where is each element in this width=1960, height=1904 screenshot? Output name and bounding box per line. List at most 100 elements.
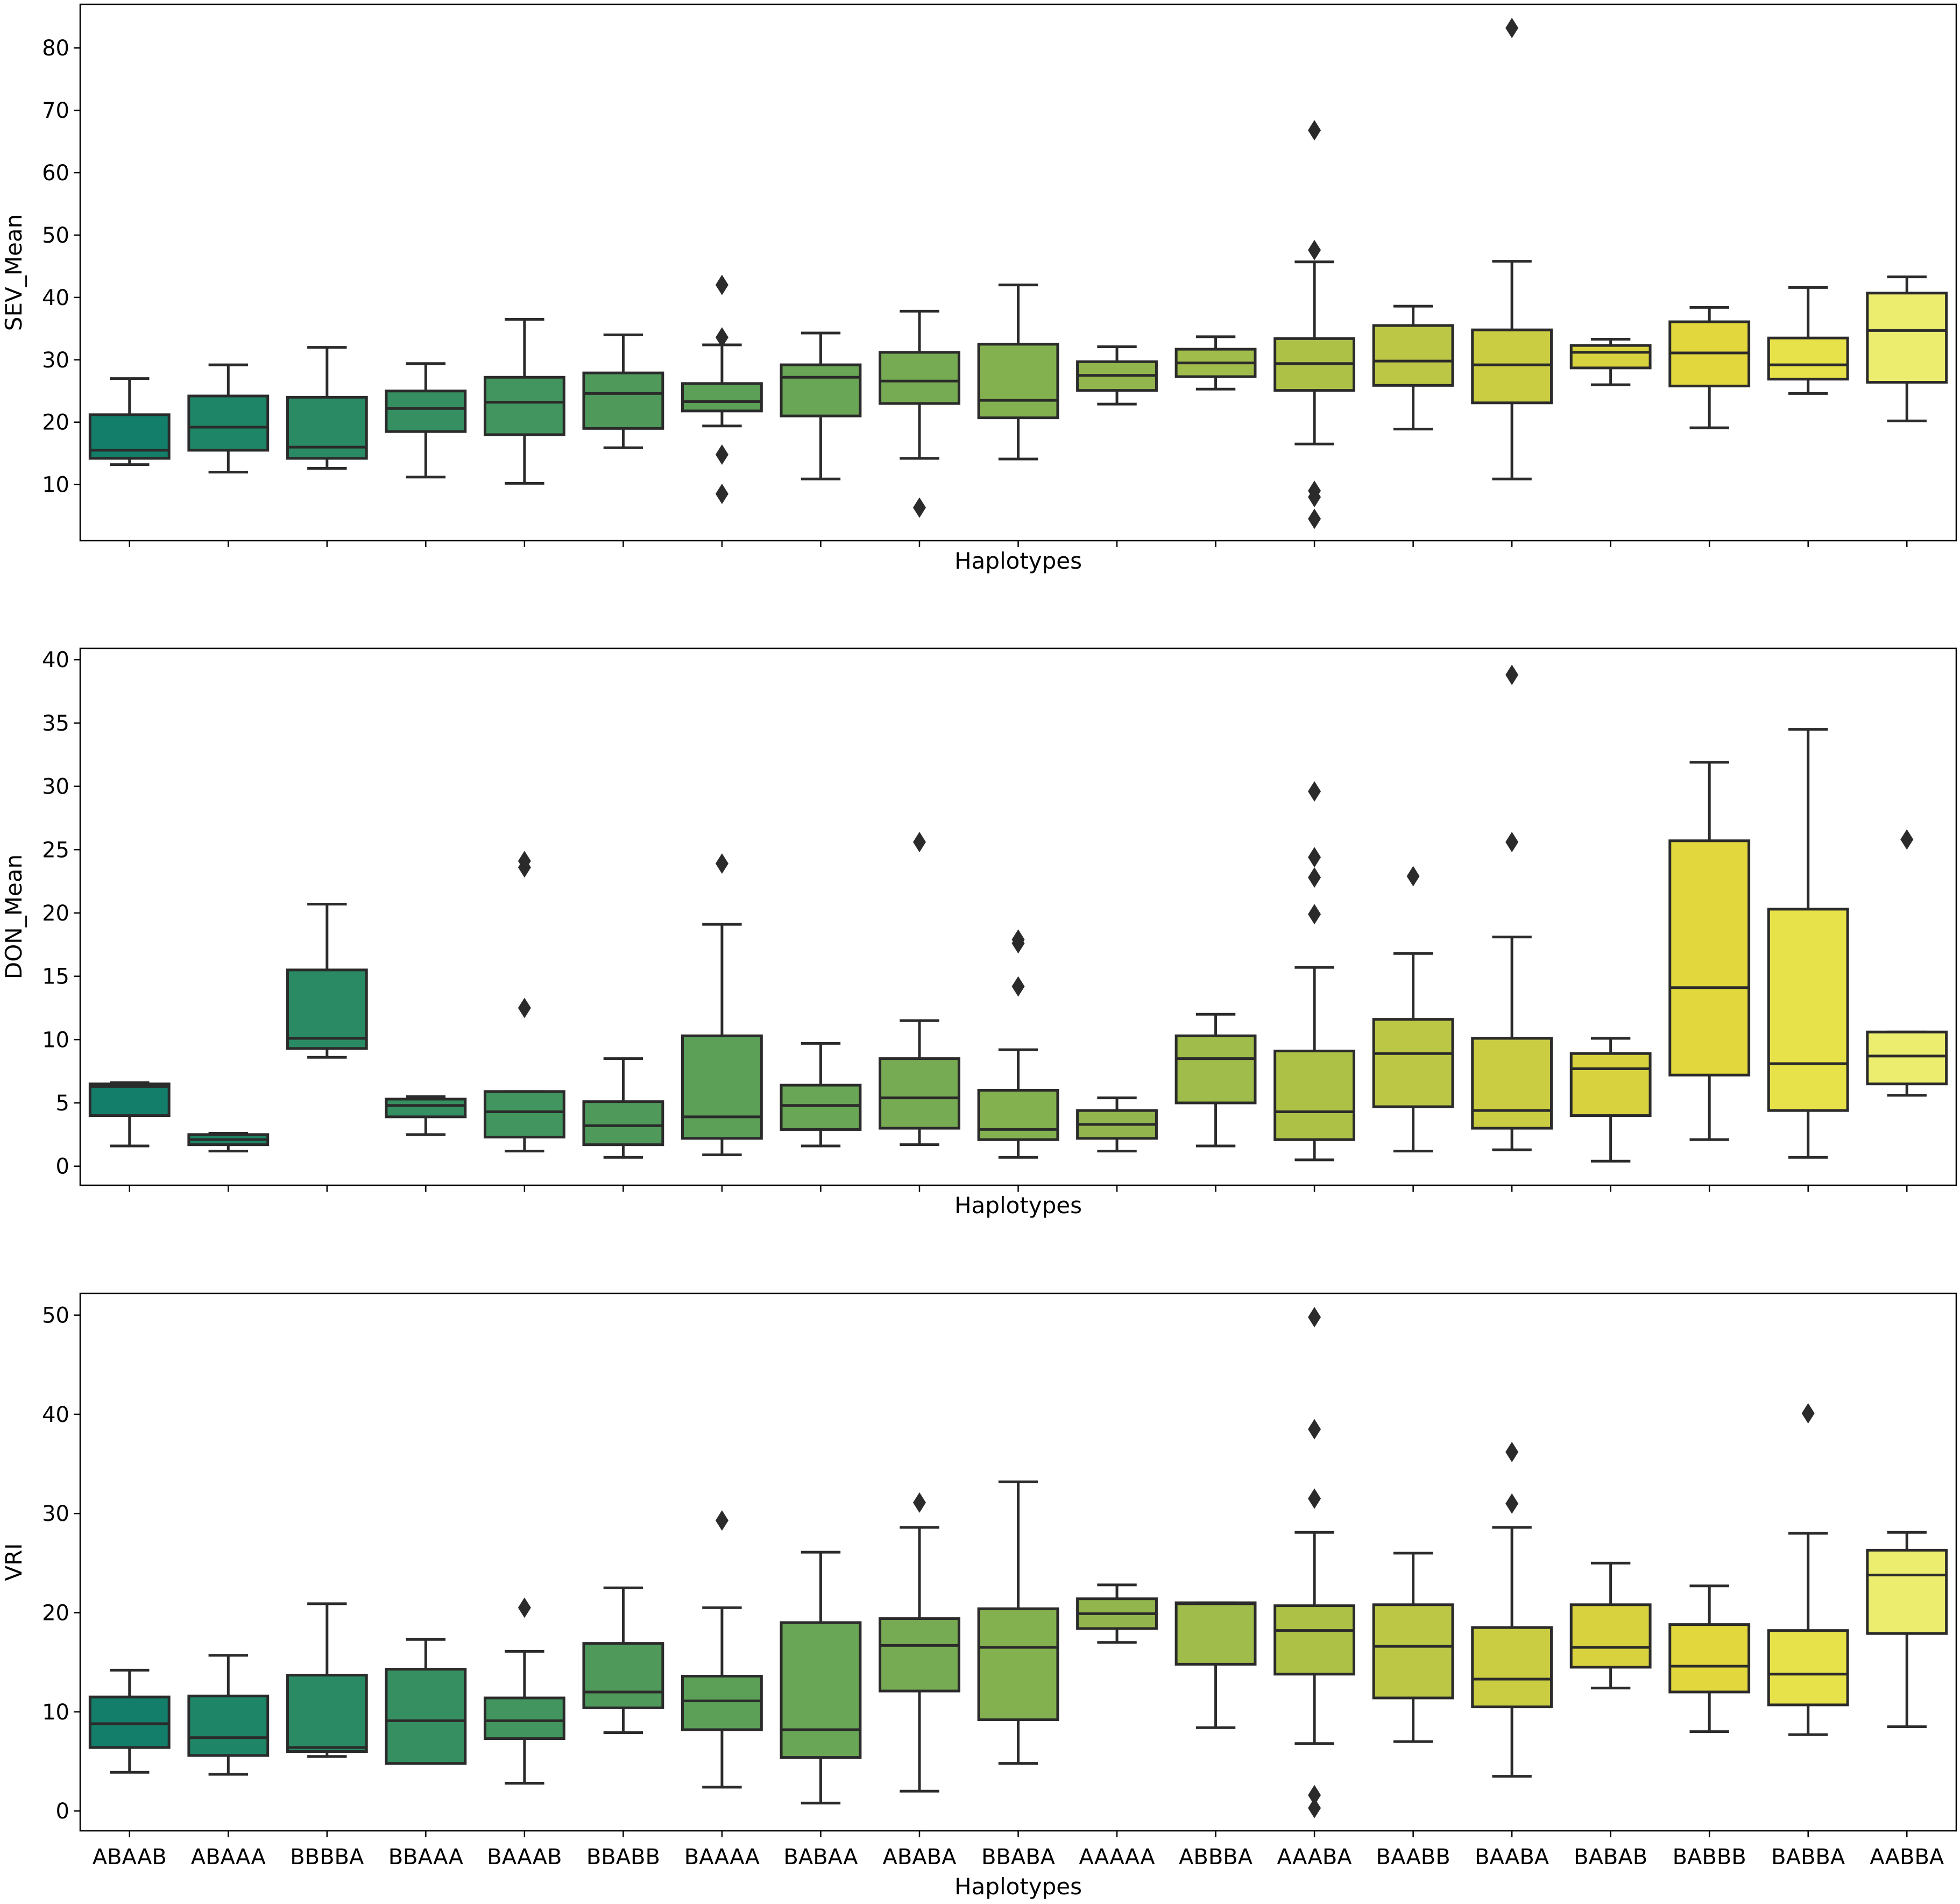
y-tick-label: 70 bbox=[42, 98, 69, 123]
y-axis-title: VRI bbox=[1, 1543, 27, 1581]
box-ABAAA bbox=[187, 363, 270, 473]
box-iqr bbox=[483, 1696, 565, 1740]
box-iqr bbox=[385, 390, 467, 433]
outlier-point bbox=[1011, 933, 1025, 954]
box-BAABB bbox=[1372, 866, 1454, 1152]
box-BBABA bbox=[977, 1480, 1059, 1765]
outlier-point bbox=[1505, 18, 1519, 39]
box-BBABA bbox=[977, 284, 1059, 461]
box-iqr bbox=[977, 1088, 1059, 1141]
box-BBABB bbox=[582, 333, 664, 449]
box-iqr bbox=[1174, 1034, 1257, 1105]
y-tick-label: 50 bbox=[42, 1304, 69, 1328]
box-AAAAA bbox=[1076, 1096, 1158, 1152]
outlier-point bbox=[1308, 847, 1321, 868]
panel-2: 0 5 10 15 20 25 30 35 40 Haplotypes DON_Mean bbox=[1, 647, 1957, 1219]
outlier-point bbox=[715, 274, 728, 295]
box-BABAB bbox=[1569, 1037, 1652, 1163]
box-iqr bbox=[1866, 1030, 1948, 1086]
box-iqr bbox=[681, 382, 763, 413]
box-iqr bbox=[1372, 1603, 1454, 1700]
x-tick-label: BAAAB bbox=[487, 1845, 562, 1870]
box-iqr bbox=[1767, 336, 1849, 381]
box-ABAAB bbox=[88, 377, 171, 466]
box-iqr bbox=[88, 413, 171, 460]
box-iqr bbox=[780, 363, 862, 417]
box-iqr bbox=[1767, 908, 1849, 1112]
box-ABBBA bbox=[1174, 335, 1257, 391]
box-BBABB bbox=[582, 1586, 664, 1735]
y-tick-label: 40 bbox=[42, 1403, 69, 1427]
y-tick-label: 30 bbox=[42, 348, 69, 373]
box-BABAA bbox=[780, 1042, 862, 1148]
outlier-point bbox=[715, 853, 728, 874]
box-iqr bbox=[385, 1668, 467, 1765]
box-BABAA bbox=[780, 1551, 862, 1804]
outlier-point bbox=[715, 484, 728, 505]
x-tick-label: BBABA bbox=[981, 1845, 1056, 1870]
box-ABABA bbox=[879, 832, 960, 1146]
box-iqr bbox=[1372, 324, 1454, 387]
outlier-point bbox=[912, 1492, 926, 1513]
outlier-point bbox=[1308, 867, 1321, 888]
box-BAABA bbox=[1471, 1441, 1553, 1778]
y-tick-label: 0 bbox=[56, 1155, 69, 1179]
box-iqr bbox=[1569, 1603, 1652, 1669]
box-BBABB bbox=[582, 1057, 664, 1159]
box-iqr bbox=[1471, 1037, 1553, 1130]
x-tick-label: ABBBA bbox=[1179, 1845, 1253, 1870]
panel-1: 10 20 30 40 50 60 70 80 Haplotypes SEV_Mean bbox=[1, 3, 1957, 574]
box-BABBA bbox=[1767, 728, 1849, 1159]
outlier-point bbox=[1308, 120, 1321, 141]
box-iqr bbox=[187, 394, 270, 452]
outlier-point bbox=[1308, 1307, 1321, 1328]
outlier-point bbox=[1308, 1419, 1321, 1440]
y-tick-label: 10 bbox=[42, 1028, 69, 1052]
outlier-point bbox=[912, 832, 926, 853]
outlier-point bbox=[715, 444, 728, 465]
box-iqr bbox=[187, 1694, 270, 1757]
x-tick-label: ABABA bbox=[882, 1845, 957, 1870]
box-iqr bbox=[780, 1084, 862, 1131]
box-iqr bbox=[780, 1621, 862, 1759]
box-iqr bbox=[879, 1057, 960, 1130]
box-ABBBA bbox=[1174, 1601, 1257, 1729]
outlier-point bbox=[715, 1510, 728, 1531]
box-BABAB bbox=[1569, 338, 1652, 386]
y-axis-title: DON_Mean bbox=[1, 854, 27, 979]
box-ABABA bbox=[879, 309, 960, 518]
x-tick-label: BBAAA bbox=[388, 1845, 464, 1870]
box-iqr bbox=[1273, 1604, 1355, 1676]
box-iqr bbox=[582, 371, 664, 430]
box-AABBA bbox=[1866, 275, 1948, 422]
box-BAABB bbox=[1372, 1552, 1454, 1743]
box-iqr bbox=[1866, 1548, 1948, 1635]
x-axis-title: Haplotypes bbox=[954, 1192, 1082, 1219]
x-tick-label: AABBA bbox=[1870, 1845, 1944, 1870]
box-BABBB bbox=[1668, 761, 1751, 1141]
x-tick-label: ABAAB bbox=[93, 1845, 167, 1870]
y-tick-label: 25 bbox=[42, 838, 69, 862]
box-iqr bbox=[1569, 344, 1652, 370]
x-tick-label: BABAB bbox=[1574, 1845, 1647, 1870]
box-BBAAA bbox=[385, 362, 467, 479]
x-tick-label: BAABA bbox=[1475, 1845, 1549, 1870]
outlier-point bbox=[1011, 976, 1025, 997]
y-tick-label: 30 bbox=[42, 775, 69, 799]
outlier-point bbox=[1308, 486, 1321, 507]
box-iqr bbox=[483, 1090, 565, 1139]
box-iqr bbox=[1174, 1601, 1257, 1666]
box-AAABA bbox=[1273, 781, 1355, 1162]
box-iqr bbox=[286, 968, 368, 1050]
box-BBBBA bbox=[286, 902, 368, 1059]
box-AABBA bbox=[1866, 829, 1948, 1097]
box-BBABA bbox=[977, 929, 1059, 1159]
box-ABABA bbox=[879, 1492, 960, 1793]
box-iqr bbox=[582, 1100, 664, 1146]
box-iqr bbox=[1866, 292, 1948, 384]
box-BAABA bbox=[1471, 664, 1553, 1151]
box-iqr bbox=[1668, 1623, 1751, 1694]
x-tick-label: BAABB bbox=[1376, 1845, 1450, 1870]
x-tick-label: BBABB bbox=[586, 1845, 660, 1870]
x-tick-label: BAAAA bbox=[684, 1845, 760, 1870]
